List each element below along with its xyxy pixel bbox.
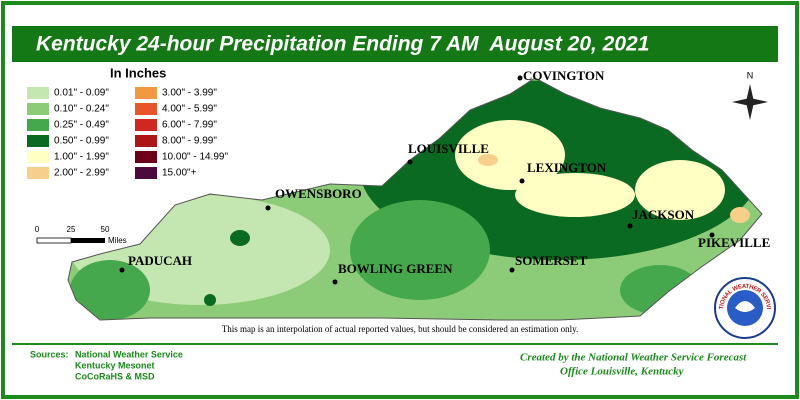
legend-label: 0.25" - 0.49": [54, 120, 109, 131]
legend-label: 0.10" - 0.24": [54, 104, 109, 115]
legend-label: 6.00" - 7.99": [162, 120, 217, 131]
title-bar: [12, 26, 778, 62]
compass: N: [732, 70, 768, 120]
legend-label: 1.00" - 1.99": [54, 152, 109, 163]
legend-swatch: [135, 103, 157, 115]
city-label: PIKEVILLE: [698, 235, 770, 250]
city-dot: [627, 223, 633, 229]
legend-swatch: [135, 119, 157, 131]
city-label: LEXINGTON: [527, 160, 607, 175]
nws-logo: NATIONAL WEATHER SERVICE: [714, 277, 776, 339]
legend-label: 4.00" - 5.99": [162, 104, 217, 115]
city-dot: [709, 232, 715, 238]
legend-label: 3.00" - 3.99": [162, 88, 217, 99]
city-label: OWENSBORO: [275, 186, 362, 201]
scale-label: 25: [67, 225, 76, 234]
legend-swatch: [27, 135, 49, 147]
legend-swatch: [135, 151, 157, 163]
city-dot: [517, 75, 523, 81]
city-dot: [509, 267, 515, 273]
credit: Created by the National Weather Service …: [520, 352, 747, 364]
legend-swatch: [27, 87, 49, 99]
legend-label: 15.00"+: [162, 168, 197, 179]
legend-title: In Inches: [110, 65, 166, 80]
city-label: BOWLING GREEN: [338, 261, 453, 276]
credit: Office Louisville, Kentucky: [560, 366, 684, 378]
legend-swatch: [135, 135, 157, 147]
city-label: SOMERSET: [515, 253, 588, 268]
scale-label: 0: [35, 225, 40, 234]
disclaimer: This map is an interpolation of actual r…: [222, 324, 579, 334]
city-dot: [332, 279, 338, 285]
city-label: JACKSON: [632, 207, 695, 222]
city-dot: [265, 205, 271, 211]
compass-label: N: [747, 70, 754, 80]
legend-swatch: [27, 151, 49, 163]
scale-bar: [36, 237, 105, 244]
source-line: CoCoRaHS & MSD: [75, 371, 155, 381]
scale-unit: Miles: [108, 236, 127, 245]
city-dot: [407, 159, 413, 165]
city-label: LOUISVILLE: [408, 141, 489, 156]
city-dot: [119, 267, 125, 273]
legend-swatch: [27, 167, 49, 179]
source-line: Kentucky Mesonet: [75, 360, 155, 370]
sources-label: Sources:: [30, 349, 69, 359]
legend-label: 0.01" - 0.09": [54, 88, 109, 99]
legend-swatch: [135, 167, 157, 179]
source-line: National Weather Service: [75, 349, 183, 359]
legend-label: 10.00" - 14.99": [162, 152, 228, 163]
city-dot: [519, 178, 525, 184]
legend-swatch: [135, 87, 157, 99]
legend-swatch: [27, 119, 49, 131]
legend-label: 2.00" - 2.99": [54, 168, 109, 179]
city-label: PADUCAH: [128, 253, 192, 268]
scale-label: 50: [101, 225, 110, 234]
city-label: COVINGTON: [523, 68, 605, 83]
title: Kentucky 24-hour Precipitation Ending 7 …: [36, 33, 649, 56]
legend-label: 8.00" - 9.99": [162, 136, 217, 147]
legend-label: 0.50" - 0.99": [54, 136, 109, 147]
legend-swatch: [27, 103, 49, 115]
